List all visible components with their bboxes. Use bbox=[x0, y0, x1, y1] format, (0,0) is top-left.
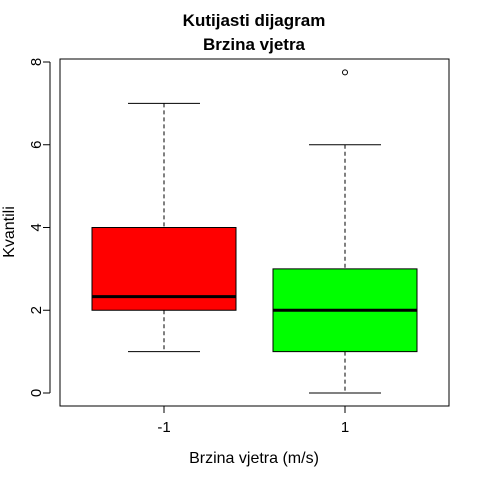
y-tick-label: 6 bbox=[28, 141, 45, 149]
x-axis-label: Brzina vjetra (m/s) bbox=[189, 450, 319, 467]
y-axis: 0 2 4 6 8 bbox=[28, 58, 51, 397]
box-2 bbox=[272, 69, 418, 394]
chart-subtitle: Brzina vjetra bbox=[203, 35, 306, 54]
x-axis: -1 1 bbox=[157, 405, 349, 436]
y-tick-label: 4 bbox=[28, 223, 45, 231]
box-1 bbox=[91, 102, 237, 353]
y-axis-label: Kvantili bbox=[1, 206, 18, 258]
x-tick-label: -1 bbox=[157, 419, 170, 436]
chart-title: Kutijasti dijagram bbox=[183, 11, 326, 30]
x-tick-label: 1 bbox=[341, 419, 349, 436]
y-tick-label: 8 bbox=[28, 58, 45, 66]
y-tick-label: 0 bbox=[28, 389, 45, 397]
outlier-point bbox=[342, 69, 348, 76]
y-tick-label: 2 bbox=[28, 306, 45, 314]
boxes bbox=[91, 69, 418, 394]
